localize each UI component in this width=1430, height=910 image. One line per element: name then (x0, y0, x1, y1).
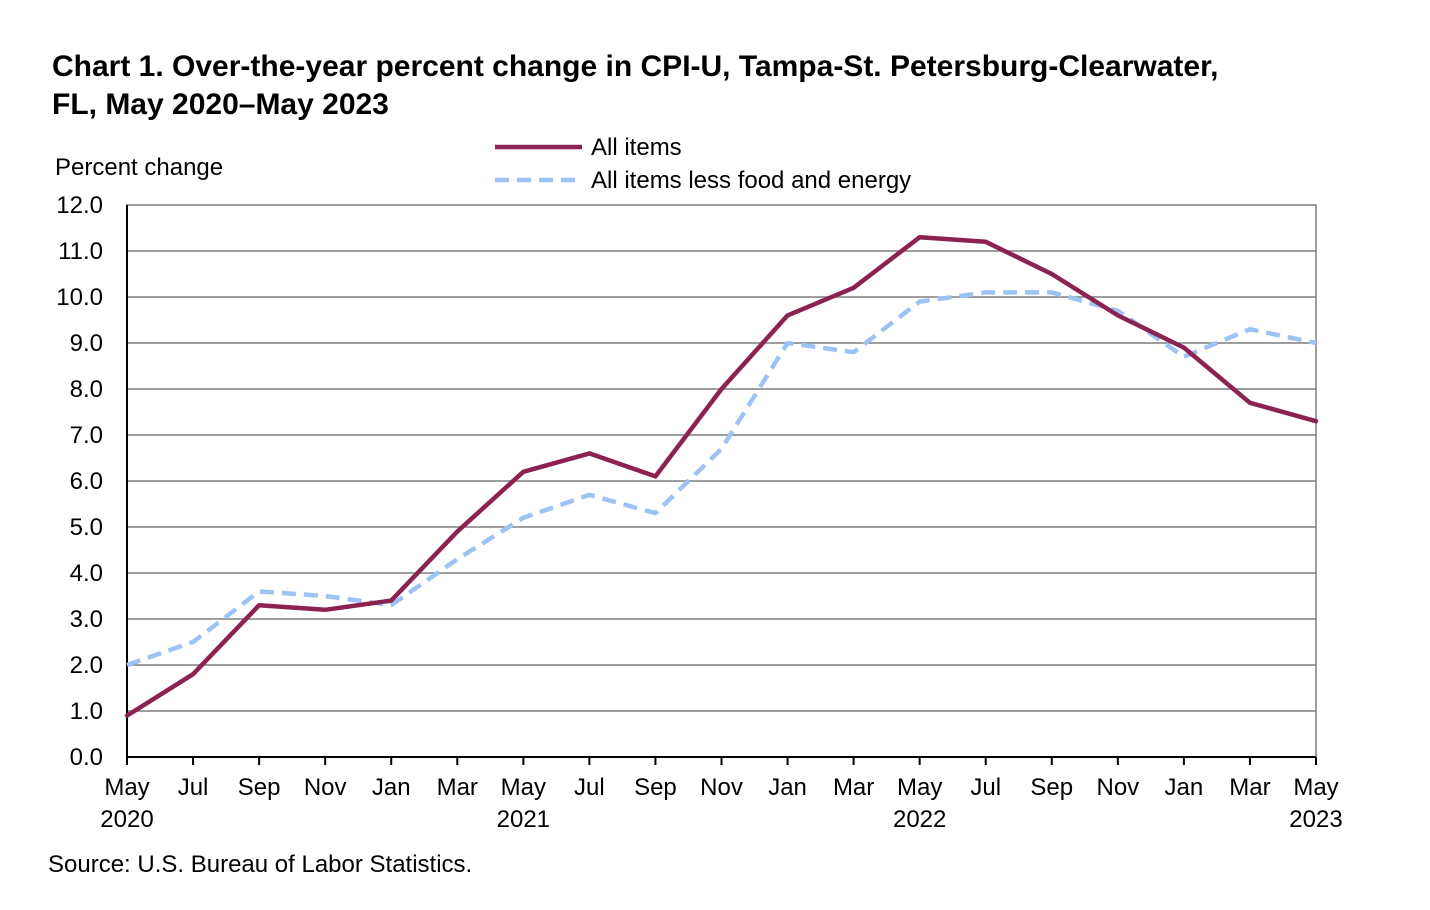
y-tick-label: 11.0 (58, 238, 103, 265)
x-tick-label: Sep (1030, 774, 1073, 801)
y-tick-label: 8.0 (70, 376, 103, 403)
chart-title: Chart 1. Over-the-year percent change in… (52, 48, 1392, 124)
x-tick-year-label: 2022 (893, 806, 946, 833)
legend: All items All items less food and energy (495, 134, 911, 194)
y-tick-label: 4.0 (70, 560, 103, 587)
x-tick-label: Sep (634, 774, 677, 801)
x-tick-year-label: 2021 (497, 806, 550, 833)
x-tick-label: Nov (304, 774, 347, 801)
x-tick-label: Mar (1229, 774, 1270, 801)
source-note: Source: U.S. Bureau of Labor Statistics. (48, 851, 473, 878)
x-tick-labels: May 2020 Jul Sep Nov Jan Mar May 2021 Jul Sep Nov Ja… (100, 774, 1342, 833)
axes (126, 205, 1317, 765)
x-tick-label: Jan (768, 774, 807, 801)
y-tick-label: 1.0 (70, 698, 103, 725)
y-tick-label: 3.0 (70, 606, 103, 633)
y-tick-label: 12.0 (56, 192, 103, 219)
x-tick-label: Jul (178, 774, 209, 801)
x-tick-label: Jul (970, 774, 1001, 801)
y-tick-label: 9.0 (70, 330, 103, 357)
chart-title-line-1: Chart 1. Over-the-year percent change in… (52, 50, 1219, 83)
legend-label: All items less food and energy (591, 167, 911, 194)
y-tick-label: 6.0 (70, 468, 103, 495)
series-line-core (126, 290, 1317, 668)
legend-label: All items (591, 134, 682, 161)
x-tick-label: May (104, 774, 149, 801)
series-lines (124, 234, 1319, 718)
y-axis-label: Percent change (55, 154, 224, 181)
y-tick-label: 0.0 (70, 744, 103, 771)
series-line-all-items (124, 234, 1319, 718)
x-tick-label: Jan (372, 774, 411, 801)
x-tick-label: May (897, 774, 942, 801)
y-tick-label: 2.0 (70, 652, 103, 679)
x-tick-label: Sep (238, 774, 281, 801)
x-tick-label: Mar (833, 774, 874, 801)
x-tick-year-label: 2020 (100, 806, 153, 833)
x-tick-label: May (501, 774, 546, 801)
y-tick-labels: 0.0 1.0 2.0 3.0 4.0 5.0 6.0 7.0 8.0 9.0 10.0 11.0 12… (56, 192, 103, 771)
y-tick-label: 7.0 (70, 422, 103, 449)
x-tick-label: Jul (574, 774, 605, 801)
x-tick-year-label: 2023 (1289, 806, 1342, 833)
gridlines (127, 250, 1316, 712)
x-tick-label: Jan (1165, 774, 1204, 801)
x-tick-label: May (1293, 774, 1338, 801)
x-tick-label: Nov (700, 774, 743, 801)
x-tick-label: Mar (437, 774, 478, 801)
chart-title-line-2: FL, May 2020–May 2023 (52, 88, 389, 121)
y-tick-label: 10.0 (56, 284, 103, 311)
x-tick-label: Nov (1096, 774, 1139, 801)
y-tick-label: 5.0 (70, 514, 103, 541)
